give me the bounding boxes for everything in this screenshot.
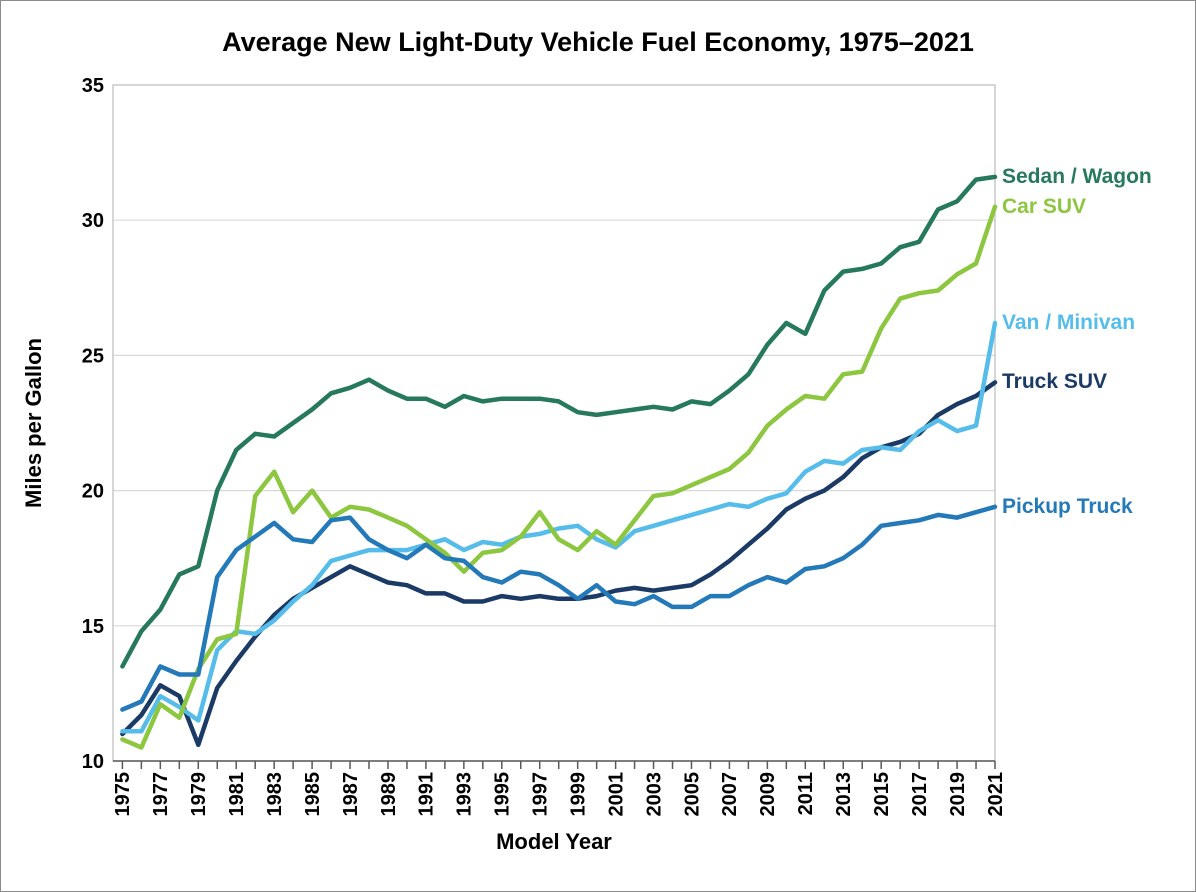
x-tick-label: 1979 [188, 772, 210, 817]
series-label-van-minivan: Van / Minivan [1002, 310, 1136, 334]
series-line-pickup-truck [120, 504, 998, 712]
series-line-car-suv [120, 204, 998, 750]
chart-title: Average New Light-Duty Vehicle Fuel Econ… [222, 27, 974, 57]
x-tick-label: 1989 [378, 772, 400, 817]
x-tick-label: 2011 [795, 772, 817, 815]
y-tick-label: 10 [82, 751, 104, 773]
x-tick-label: 2009 [757, 772, 779, 817]
series-line-sedan-wagon [120, 174, 998, 669]
x-tick-label: 1983 [264, 772, 286, 817]
x-tick-label: 1977 [150, 772, 172, 817]
x-tick-label: 2007 [719, 772, 741, 817]
y-tick-label: 15 [82, 616, 104, 638]
x-tick-label: 1975 [112, 772, 134, 817]
x-tick-label: 2019 [947, 772, 969, 817]
x-tick-label: 1999 [567, 772, 589, 817]
x-tick-label: 1987 [340, 772, 362, 817]
x-tick-label: 2003 [643, 772, 665, 817]
x-tick-label: 2005 [681, 772, 703, 817]
x-tick-label: 2015 [871, 772, 893, 817]
x-tick-label: 1995 [492, 772, 514, 817]
y-tick-label: 30 [82, 210, 104, 232]
series-label-sedan-wagon: Sedan / Wagon [1002, 164, 1152, 188]
chart-generated-layer: 1975 1977 1979 1981 1983 1985 1987 1989 1991 1993… [82, 75, 1007, 817]
x-tick-label: 1981 [226, 772, 248, 817]
x-tick-label: 1997 [530, 772, 552, 817]
y-axis-title: Miles per Gallon [21, 338, 46, 508]
x-tick-label: 2001 [605, 772, 627, 817]
x-tick-label: 1991 [416, 772, 438, 817]
x-tick-label: 2017 [909, 772, 931, 817]
series-label-pickup-truck: Pickup Truck [1002, 494, 1133, 518]
y-tick-label: 35 [82, 75, 104, 97]
series-label-car-suv: Car SUV [1002, 194, 1087, 218]
x-tick-label: 1985 [302, 772, 324, 817]
x-tick-label: 1993 [454, 772, 476, 817]
x-tick-label: 2013 [833, 772, 855, 817]
y-tick-label: 25 [82, 345, 104, 367]
x-tick-label: 2021 [985, 772, 1007, 817]
series-label-truck-suv: Truck SUV [1002, 370, 1108, 394]
series-line-van-minivan [120, 320, 998, 734]
y-tick-label: 20 [82, 481, 104, 503]
x-axis-title: Model Year [496, 829, 612, 854]
plot-border [112, 84, 996, 762]
